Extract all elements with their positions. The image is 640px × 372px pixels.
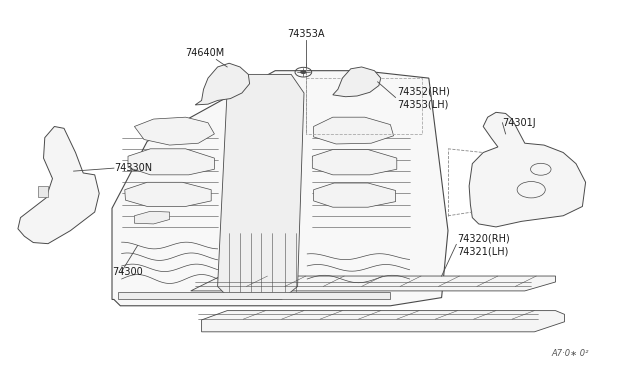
Text: 74330N: 74330N [114, 163, 152, 173]
Text: 74300: 74300 [112, 267, 143, 276]
Text: 74640M: 74640M [185, 48, 225, 58]
Polygon shape [202, 311, 564, 332]
Polygon shape [128, 149, 214, 175]
Polygon shape [218, 74, 304, 299]
Polygon shape [112, 71, 448, 306]
Polygon shape [134, 211, 170, 224]
Text: A7·0∗ 0²: A7·0∗ 0² [551, 349, 589, 358]
Polygon shape [134, 117, 214, 145]
Circle shape [300, 70, 307, 74]
Text: 74320(RH): 74320(RH) [458, 233, 510, 243]
Polygon shape [333, 67, 381, 97]
Text: 74321(LH): 74321(LH) [458, 246, 509, 256]
Polygon shape [18, 126, 99, 244]
Polygon shape [38, 186, 48, 197]
Polygon shape [191, 276, 556, 291]
Polygon shape [195, 63, 250, 105]
Polygon shape [314, 183, 396, 207]
Text: 74353A: 74353A [287, 29, 324, 39]
Polygon shape [125, 182, 211, 206]
Polygon shape [118, 292, 390, 299]
Polygon shape [312, 150, 397, 175]
Polygon shape [314, 117, 394, 144]
Text: 74353(LH): 74353(LH) [397, 99, 448, 109]
Text: 74301J: 74301J [502, 118, 536, 128]
Polygon shape [469, 112, 586, 227]
Text: 74352(RH): 74352(RH) [397, 86, 450, 96]
